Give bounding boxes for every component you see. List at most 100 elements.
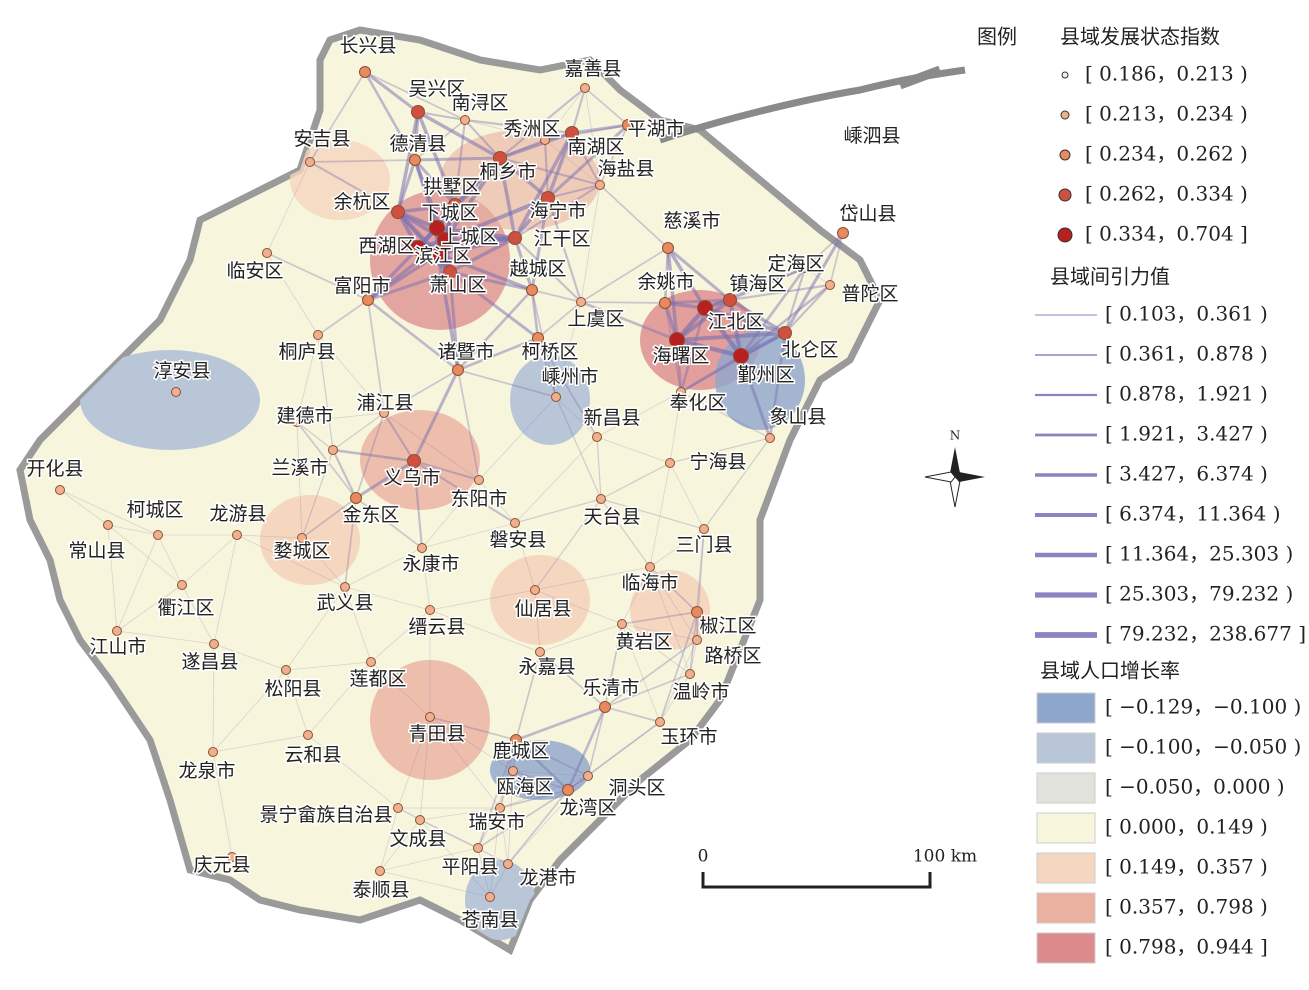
- link: [366, 246, 420, 302]
- place-label: 海宁市: [529, 200, 586, 222]
- county-node: [359, 66, 371, 78]
- link: [514, 498, 602, 524]
- link: [266, 252, 369, 301]
- link: [457, 289, 533, 371]
- place-label: 文成县: [389, 828, 446, 850]
- link: [507, 775, 589, 865]
- county-node: [723, 293, 737, 307]
- place-label: 宁海县: [689, 451, 746, 473]
- county-node: [551, 392, 561, 402]
- place-label: 萧山区: [429, 274, 486, 296]
- legend-heading: 县域人口增长率: [1040, 659, 1180, 683]
- place-label: 秀洲区: [503, 118, 560, 140]
- place-label: 德清县: [389, 133, 446, 155]
- county-node: [580, 83, 590, 93]
- link: [477, 789, 569, 849]
- place-label: 上城区: [441, 226, 498, 248]
- link: [580, 247, 669, 303]
- link: [436, 253, 460, 371]
- coastline: [898, 65, 942, 90]
- legend-swatch: [1036, 692, 1096, 724]
- legend-swatch: [1036, 732, 1096, 764]
- place-label: 临海市: [621, 572, 678, 594]
- link: [739, 355, 772, 439]
- link: [421, 522, 516, 549]
- place-label: 象山县: [769, 406, 826, 428]
- link: [676, 337, 742, 359]
- link: [584, 87, 601, 186]
- county-node: [659, 297, 671, 309]
- link: [515, 705, 606, 742]
- link: [513, 237, 534, 291]
- link: [587, 721, 661, 777]
- scale-bar: 0 100 km: [698, 847, 977, 889]
- legend-swatch: [1036, 892, 1096, 924]
- arrow: [955, 472, 985, 482]
- place-label: 长兴县: [339, 35, 396, 57]
- link: [370, 609, 431, 663]
- link: [649, 566, 698, 613]
- place-label: 洞头区: [608, 777, 665, 799]
- link: [116, 584, 183, 632]
- link: [534, 589, 541, 653]
- place-label: 普陀区: [841, 283, 898, 305]
- scale-start: 0: [698, 847, 709, 867]
- place-label: 海盐县: [597, 158, 654, 180]
- region-fill: [490, 555, 590, 645]
- county-node: [103, 520, 113, 530]
- county-node: [177, 580, 187, 590]
- county-node: [448, 198, 462, 212]
- legend-label: [ 0.234，0.262 ): [1085, 142, 1248, 166]
- link: [703, 306, 743, 358]
- county-node: [473, 843, 483, 853]
- link: [664, 298, 731, 305]
- link: [546, 197, 583, 303]
- county-node: [485, 892, 495, 902]
- link: [534, 589, 623, 625]
- link: [587, 706, 606, 777]
- link: [379, 807, 399, 872]
- link: [566, 706, 607, 791]
- link: [580, 184, 601, 303]
- link: [739, 267, 807, 357]
- link: [478, 396, 557, 481]
- link: [604, 706, 661, 723]
- county-node: [617, 619, 627, 629]
- county-node: [532, 332, 544, 344]
- link: [489, 863, 509, 898]
- link: [285, 586, 346, 671]
- county-node: [691, 606, 703, 618]
- link: [417, 110, 501, 160]
- legend-label: [ −0.129，−0.100 ): [1105, 695, 1301, 719]
- link: [419, 716, 431, 821]
- north-label: N: [950, 429, 961, 443]
- region-fill: [510, 355, 590, 445]
- place-label: 乐清市: [582, 677, 639, 699]
- place-label: 婺城区: [273, 540, 330, 562]
- place-label: 遂昌县: [181, 651, 238, 673]
- link: [499, 789, 569, 809]
- link: [296, 412, 385, 423]
- link: [212, 734, 309, 753]
- link: [499, 131, 573, 160]
- legend-label: [ 0.000，0.149 ): [1105, 815, 1268, 839]
- county-node: [350, 492, 362, 504]
- arrow: [950, 447, 960, 477]
- link: [679, 307, 707, 393]
- legend-label: [ 0.186，0.213 ): [1085, 62, 1248, 86]
- link: [413, 460, 516, 524]
- link: [355, 412, 385, 499]
- county-node: [540, 135, 550, 145]
- county-node: [535, 647, 545, 657]
- place-label: 青田县: [408, 723, 465, 745]
- link: [543, 139, 550, 199]
- county-node: [685, 669, 695, 679]
- link: [383, 412, 415, 462]
- place-label: 柯城区: [126, 499, 183, 521]
- link: [412, 369, 460, 462]
- link: [332, 449, 357, 499]
- place-label: 龙游县: [209, 503, 266, 525]
- link: [531, 289, 582, 303]
- link: [507, 789, 569, 865]
- county-node: [437, 232, 453, 248]
